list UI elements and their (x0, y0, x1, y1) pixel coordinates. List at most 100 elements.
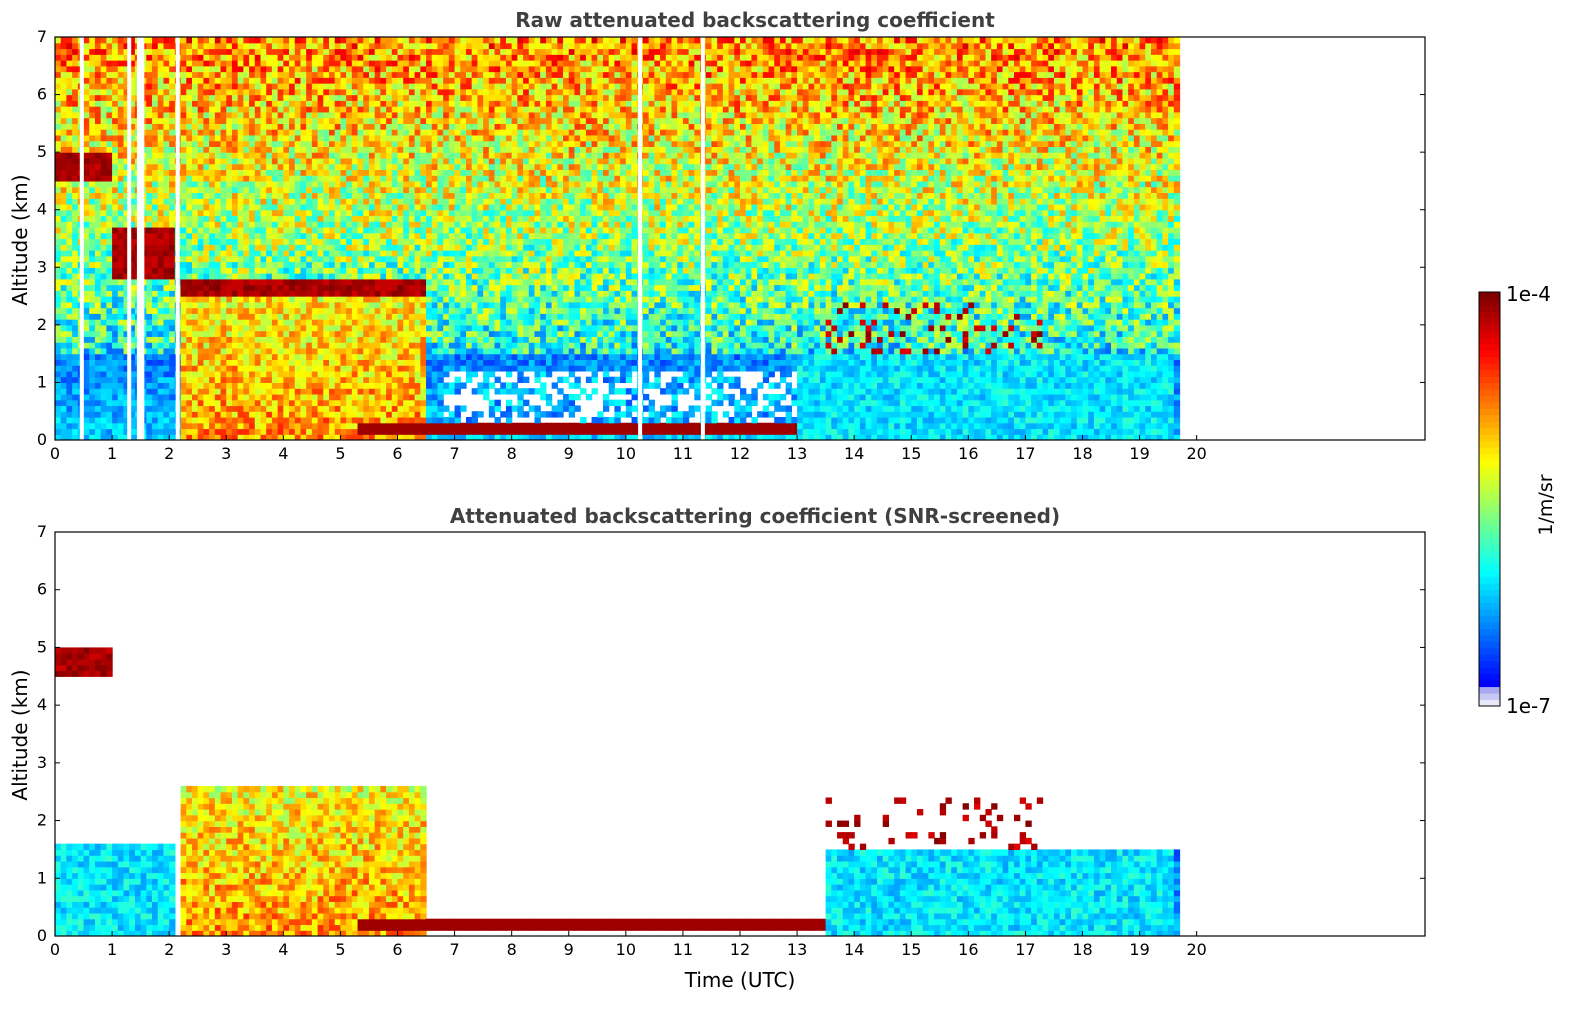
colorbar-segment (1479, 537, 1500, 545)
x-tick-label: 15 (901, 940, 921, 959)
colorbar-segment (1479, 311, 1500, 319)
y-tick-label: 4 (37, 200, 47, 219)
colorbar-segment (1479, 499, 1500, 506)
x-tick-label: 9 (564, 444, 574, 463)
colorbar-segment (1479, 654, 1500, 662)
colorbar-segment (1479, 486, 1500, 494)
x-tick-label: 4 (278, 940, 288, 959)
colorbar-segment (1479, 634, 1500, 642)
colorbar-segment (1479, 667, 1500, 675)
y-tick-label: 1 (37, 372, 47, 391)
bottom-panel-title: Attenuated backscattering coefficient (S… (449, 504, 1061, 528)
colorbar-segment (1479, 563, 1500, 571)
y-tick-label: 6 (37, 580, 47, 599)
colorbar-segment (1479, 570, 1500, 578)
x-axis-label: Time (UTC) (684, 968, 796, 992)
x-tick-label: 20 (1186, 940, 1206, 959)
colorbar-segment (1479, 615, 1500, 623)
colorbar-segment (1479, 602, 1500, 610)
top-panel-title: Raw attenuated backscattering coefficien… (515, 8, 995, 32)
colorbar-segment (1479, 550, 1500, 558)
colorbar-segment (1479, 421, 1500, 429)
x-tick-label: 12 (730, 940, 750, 959)
colorbar-segment (1479, 511, 1500, 519)
colorbar-segment (1479, 350, 1500, 358)
colorbar-segment (1479, 531, 1500, 539)
colorbar-min-label: 1e-7 (1506, 694, 1551, 718)
x-tick-label: 11 (673, 444, 693, 463)
colorbar-segment (1479, 544, 1500, 552)
colorbar-segment (1479, 330, 1500, 338)
y-tick-label: 2 (37, 811, 47, 830)
x-tick-label: 16 (958, 444, 978, 463)
x-tick-label: 3 (221, 444, 231, 463)
x-tick-label: 17 (1015, 940, 1035, 959)
colorbar-segment (1479, 292, 1500, 299)
x-tick-label: 1 (107, 940, 117, 959)
colorbar-segment (1479, 356, 1500, 364)
x-tick-label: 10 (616, 444, 636, 463)
x-tick-label: 0 (50, 940, 60, 959)
x-tick-label: 20 (1186, 444, 1206, 463)
x-tick-label: 18 (1072, 940, 1092, 959)
colorbar-segment (1479, 524, 1500, 532)
y-tick-label: 5 (37, 142, 47, 161)
colorbar-segment (1479, 686, 1500, 694)
x-tick-label: 7 (449, 444, 459, 463)
x-tick-label: 2 (164, 940, 174, 959)
x-tick-label: 19 (1129, 444, 1149, 463)
colorbar-segment (1479, 408, 1500, 416)
y-tick-label: 7 (37, 27, 47, 46)
x-tick-label: 8 (507, 940, 517, 959)
x-tick-label: 14 (844, 444, 864, 463)
colorbar-segment (1479, 505, 1500, 513)
colorbar-segment (1479, 401, 1500, 409)
x-tick-label: 6 (392, 940, 402, 959)
y-tick-label: 0 (37, 430, 47, 449)
colorbar-segment (1479, 466, 1500, 474)
colorbar-segment (1479, 453, 1500, 461)
colorbar-segment (1479, 382, 1500, 390)
x-tick-label: 14 (844, 940, 864, 959)
colorbar-segment (1479, 369, 1500, 377)
colorbar-segment (1479, 576, 1500, 584)
colorbar-segment (1479, 440, 1500, 448)
colorbar-segment (1479, 628, 1500, 636)
colorbar-segment (1479, 583, 1500, 591)
x-tick-label: 9 (564, 940, 574, 959)
x-tick-label: 11 (673, 940, 693, 959)
y-tick-label: 0 (37, 926, 47, 945)
x-tick-label: 19 (1129, 940, 1149, 959)
colorbar-segment (1479, 660, 1500, 668)
colorbar-max-label: 1e-4 (1506, 282, 1551, 306)
x-tick-label: 16 (958, 940, 978, 959)
colorbar-segment (1479, 699, 1500, 707)
colorbar-segment (1479, 376, 1500, 384)
x-tick-label: 7 (449, 940, 459, 959)
colorbar-segment (1479, 680, 1500, 688)
colorbar-segment (1479, 460, 1500, 468)
colorbar-segment (1479, 473, 1500, 481)
colorbar-segment (1479, 389, 1500, 396)
y-tick-label: 3 (37, 753, 47, 772)
x-tick-label: 10 (616, 940, 636, 959)
colorbar-segment (1479, 317, 1500, 325)
x-tick-label: 5 (335, 940, 345, 959)
x-tick-label: 6 (392, 444, 402, 463)
x-tick-label: 13 (787, 940, 807, 959)
colorbar-segment (1479, 673, 1500, 681)
colorbar-segment (1479, 492, 1500, 500)
colorbar-segment (1479, 304, 1500, 312)
colorbar-segment (1479, 608, 1500, 616)
colorbar (1478, 291, 1501, 707)
y-tick-label: 5 (37, 637, 47, 656)
x-tick-label: 4 (278, 444, 288, 463)
x-tick-label: 5 (335, 444, 345, 463)
colorbar-segment (1479, 343, 1500, 351)
colorbar-segment (1479, 479, 1500, 487)
x-tick-label: 8 (507, 444, 517, 463)
y-tick-label: 6 (37, 85, 47, 104)
